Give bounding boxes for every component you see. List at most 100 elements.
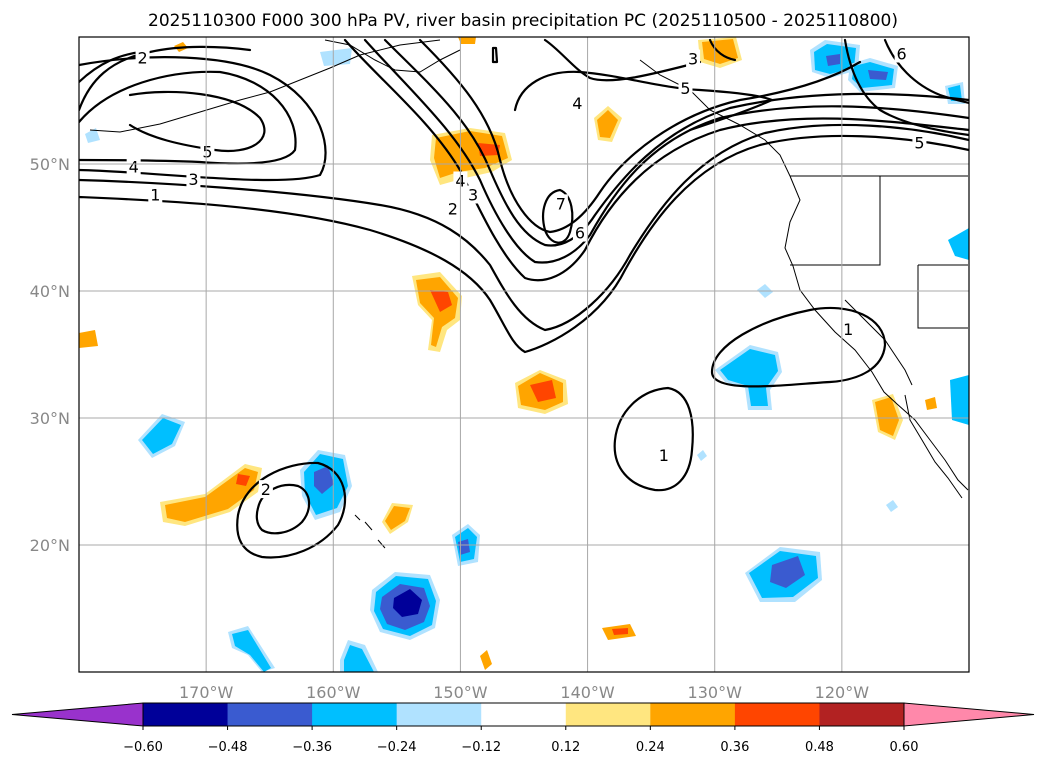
- positive-anomaly-7: [872, 394, 903, 440]
- pv-contour-4: [79, 70, 297, 165]
- pv-contour-15: [843, 38, 969, 137]
- negative-anomaly-4: [715, 345, 782, 410]
- pv-contour-21: [255, 483, 311, 535]
- pv-contour-9: [363, 38, 969, 264]
- colorbar-tick-label: −0.12: [461, 740, 501, 755]
- contour-label-bg: [200, 142, 215, 161]
- contour-label: 2: [448, 199, 458, 218]
- contour-label: 5: [202, 142, 212, 161]
- negative-anomaly-3: [745, 547, 822, 602]
- pv-contours: [79, 38, 969, 559]
- chart-title: 2025110300 F000 300 hPa PV, river basin …: [148, 11, 898, 31]
- colorbar-tick-label: −0.48: [208, 740, 248, 755]
- contour-label-bg: [570, 94, 585, 113]
- colorbar-tick-label: −0.36: [292, 740, 332, 755]
- contour-label-bg: [186, 170, 201, 189]
- contour-label-bg: [656, 445, 671, 464]
- pv-contour-5: [128, 90, 266, 153]
- pv-contour-22: [491, 46, 499, 64]
- contour-label: 1: [150, 185, 160, 204]
- colorbar-tick-label: 0.48: [805, 740, 834, 755]
- colorbar-tick-label: 0.12: [551, 740, 580, 755]
- colorbar-over-arrow: [903, 702, 1035, 727]
- contour-label: 3: [468, 185, 478, 204]
- y-tick-label: 40°N: [30, 282, 70, 301]
- positive-anomaly-4: [160, 464, 262, 526]
- baja-coast: [904, 394, 963, 499]
- contour-label: 1: [843, 320, 853, 339]
- y-axis-ticks: 50°N 40°N 30°N 20°N: [30, 155, 70, 555]
- contour-label-bg: [572, 223, 587, 242]
- colorbar-tick-label: 0.60: [890, 740, 919, 755]
- x-tick-label: 130°W: [688, 683, 743, 702]
- colorbar-segment: [312, 703, 398, 726]
- contour-label: 3: [188, 170, 198, 189]
- pv-contour-2: [79, 123, 969, 332]
- colorbar-tick-label: −0.24: [377, 740, 417, 755]
- colorbar-tick-label: −0.60: [123, 740, 163, 755]
- negative-anomaly-5: [138, 414, 185, 458]
- pv-contour-18: [710, 306, 887, 388]
- contour-label-bg: [135, 48, 150, 67]
- positive-anomaly-6: [594, 106, 622, 142]
- contour-label-bg: [912, 133, 927, 152]
- x-axis-ticks: 170°W 160°W 150°W 140°W 130°W 120°W: [179, 683, 869, 702]
- contour-label: 2: [137, 48, 147, 67]
- contour-label-bg: [841, 320, 856, 339]
- pv-contour-3: [79, 56, 327, 182]
- pv-contour-19: [613, 386, 694, 492]
- pv-contour-7: [79, 50, 142, 84]
- negative-anomaly-7: [228, 626, 378, 672]
- contour-label: 3: [688, 50, 698, 69]
- contour-label: 5: [914, 133, 924, 152]
- positive-anomaly-5: [382, 503, 413, 534]
- contour-label-bg: [445, 199, 460, 218]
- pv-contour-8: [343, 38, 969, 282]
- contour-label: 1: [659, 446, 669, 465]
- contour-label-bg: [126, 157, 141, 176]
- gridlines: [79, 37, 969, 672]
- hawaii-islands: [354, 514, 386, 549]
- map-background: [79, 37, 969, 672]
- negative-anomaly-2: [300, 450, 352, 520]
- pv-contour-14: [543, 38, 702, 82]
- pv-contour-13: [513, 70, 774, 132]
- colorbar-segment: [734, 703, 820, 726]
- pv-contour-1: [79, 134, 969, 354]
- colorbar-tick-label: 0.36: [720, 740, 749, 755]
- precip-shading: [79, 37, 969, 672]
- na-west-coast: [784, 175, 969, 491]
- colorbar-frame: [142, 702, 905, 727]
- colorbar-segment: [396, 703, 482, 726]
- x-tick-label: 170°W: [179, 683, 234, 702]
- map-frame: [78, 36, 970, 673]
- y-tick-label: 20°N: [30, 536, 70, 555]
- contour-label-bg: [894, 44, 909, 63]
- positive-anomaly-2: [412, 272, 462, 352]
- pv-contour-12: [542, 188, 574, 244]
- y-tick-label: 30°N: [30, 409, 70, 428]
- contour-label-bg: [678, 78, 693, 97]
- colorbar: −0.60 −0.48 −0.36 −0.24 −0.12 0.12 0.24 0.36 0.4…: [11, 702, 1035, 755]
- colorbar-segment: [227, 703, 313, 726]
- x-tick-label: 160°W: [306, 683, 361, 702]
- colorbar-segment: [143, 703, 229, 726]
- contour-label: 7: [556, 194, 566, 213]
- colorbar-segment: [565, 703, 651, 726]
- contour-label: 5: [680, 79, 690, 98]
- x-tick-label: 120°W: [815, 683, 870, 702]
- contour-label: 6: [575, 224, 585, 243]
- contour-label: 2: [261, 480, 271, 499]
- colorbar-segment: [819, 703, 905, 726]
- ca-border: [844, 299, 913, 386]
- pv-contour-20: [236, 461, 347, 559]
- y-tick-label: 50°N: [30, 155, 70, 174]
- colorbar-segment: [650, 703, 736, 726]
- contour-label-bg: [553, 194, 568, 213]
- contour-label: 6: [897, 45, 907, 64]
- pv-contour-6: [79, 45, 252, 112]
- negative-anomaly-1: [370, 572, 440, 640]
- contour-label: 4: [129, 158, 139, 177]
